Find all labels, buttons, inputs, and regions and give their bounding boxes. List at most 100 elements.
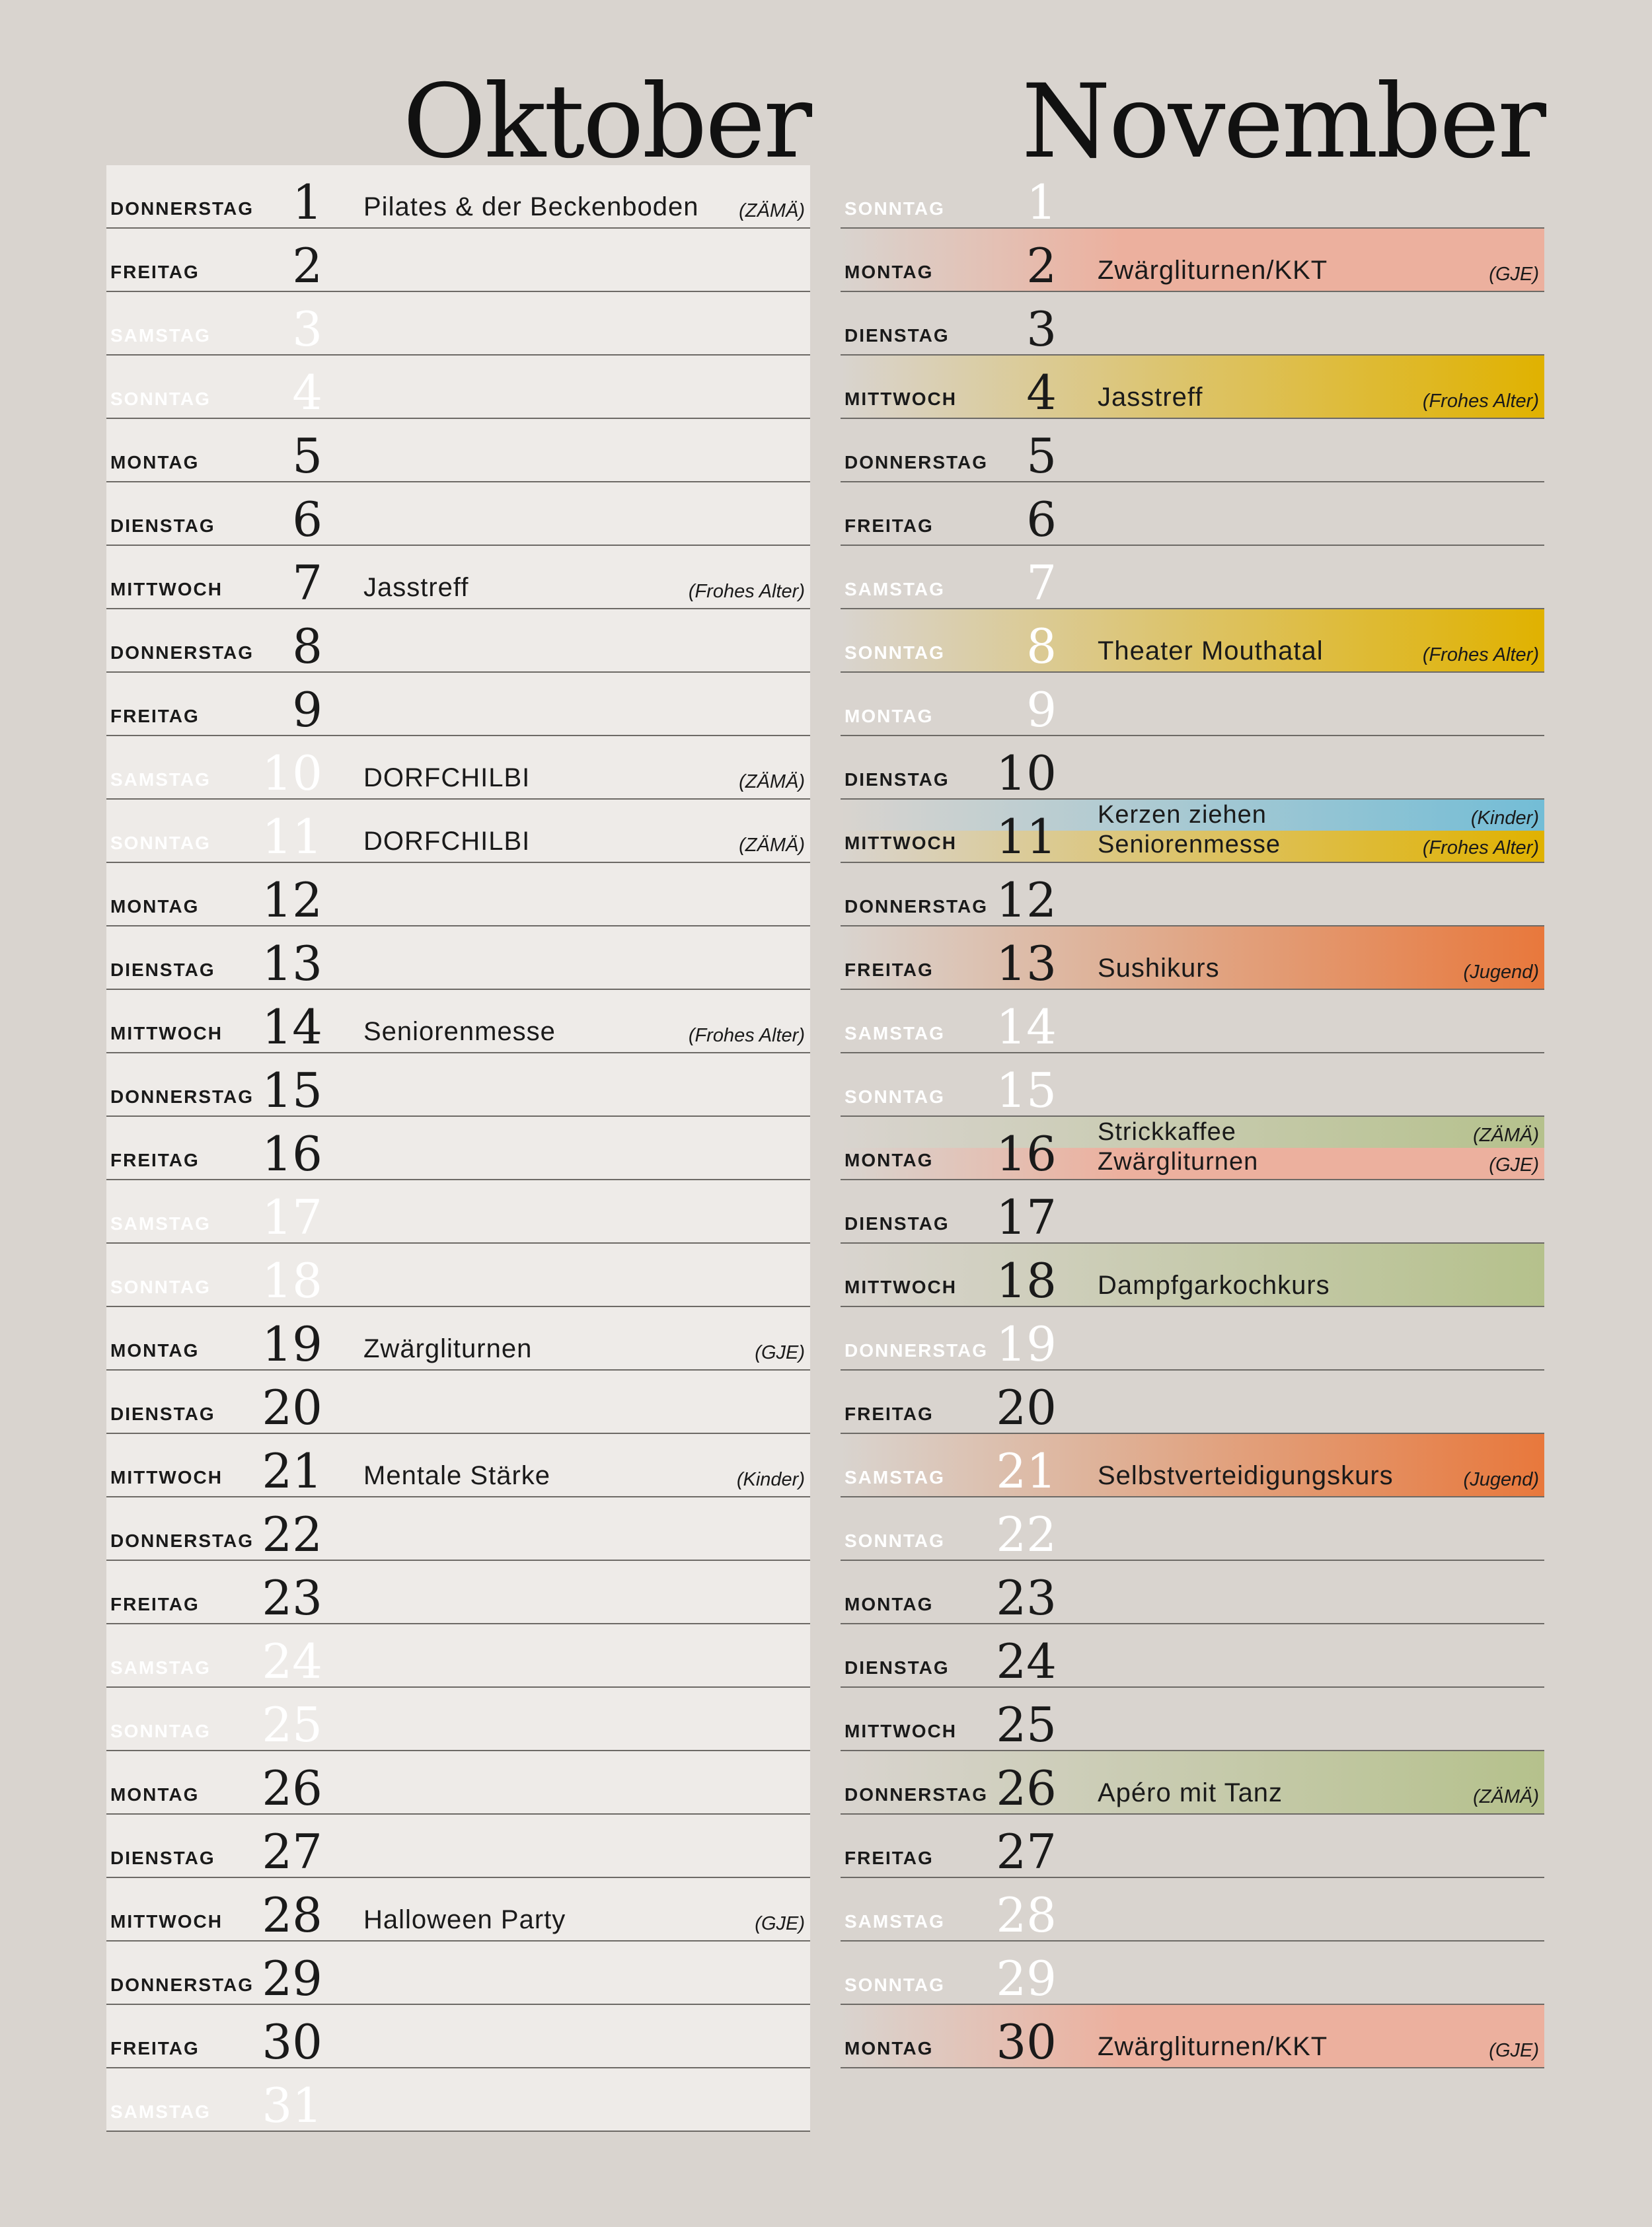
- day-row: SONNTAG 22: [841, 1497, 1544, 1561]
- event-entry[interactable]: Seniorenmesse (Frohes Alter): [363, 1017, 805, 1047]
- row-background: [841, 1878, 1544, 1940]
- event-entry[interactable]: Jasstreff (Frohes Alter): [1098, 383, 1539, 412]
- weekday-label: MONTAG: [110, 1340, 200, 1361]
- event-entry[interactable]: Mentale Stärke (Kinder): [363, 1461, 805, 1491]
- day-number: 6: [1026, 492, 1057, 547]
- weekday-label: DIENSTAG: [110, 1848, 215, 1868]
- event-title: Sushikurs: [1098, 954, 1220, 983]
- day-list: DONNERSTAG 1 Pilates & der Beckenboden (ZÄM…: [106, 165, 810, 2132]
- day-row: SONNTAG 4: [106, 356, 810, 419]
- weekday-label: MONTAG: [110, 896, 200, 917]
- event-entry[interactable]: Zwärgliturnen (GJE): [363, 1334, 805, 1364]
- day-number: 8: [292, 619, 322, 674]
- event-group-tag: (GJE): [1489, 264, 1539, 285]
- day-row: FREITAG 30: [106, 2005, 810, 2068]
- event-group-tag: (Jugend): [1463, 1469, 1539, 1490]
- row-background: [841, 1561, 1544, 1623]
- day-number: 21: [996, 1443, 1057, 1499]
- day-row: MITTWOCH 18 Dampfgarkochkurs: [841, 1244, 1544, 1307]
- day-row: DONNERSTAG 29: [106, 1942, 810, 2005]
- day-number: 28: [996, 1887, 1057, 1943]
- day-row: SAMSTAG 28: [841, 1878, 1544, 1942]
- weekday-label: SONNTAG: [110, 1721, 211, 1741]
- day-number: 22: [996, 1507, 1057, 1562]
- row-background: [106, 419, 810, 481]
- day-row: MONTAG 30 Zwärgliturnen/KKT (GJE): [841, 2005, 1544, 2068]
- day-row: MONTAG 23: [841, 1561, 1544, 1624]
- day-number: 17: [996, 1189, 1057, 1245]
- day-row: MONTAG 12: [106, 863, 810, 926]
- event-entry[interactable]: Selbstverteidigungskurs (Jugend): [1098, 1461, 1539, 1491]
- day-row: SONNTAG 11 DORFCHILBI (ZÄMÄ): [106, 800, 810, 863]
- event-group-tag: (ZÄMÄ): [739, 771, 805, 792]
- day-number: 27: [996, 1824, 1057, 1879]
- weekday-label: MITTWOCH: [845, 833, 957, 853]
- row-background: [106, 482, 810, 545]
- row-background: [106, 1244, 810, 1306]
- event-entry[interactable]: Sushikurs (Jugend): [1098, 954, 1539, 983]
- event-highlight: [841, 1117, 1544, 1148]
- day-row: DONNERSTAG 26 Apéro mit Tanz (ZÄMÄ): [841, 1751, 1544, 1815]
- event-entry[interactable]: DORFCHILBI (ZÄMÄ): [363, 763, 805, 793]
- weekday-label: FREITAG: [110, 706, 200, 726]
- day-number: 12: [262, 872, 322, 928]
- event-title: Zwärgliturnen: [1098, 1148, 1259, 1176]
- row-background: [106, 2005, 810, 2067]
- event-entry[interactable]: Zwärgliturnen (GJE): [1098, 1148, 1539, 1176]
- day-row: MITTWOCH 4 Jasstreff (Frohes Alter): [841, 356, 1544, 419]
- day-row: DIENSTAG 6: [106, 482, 810, 546]
- event-entry[interactable]: DORFCHILBI (ZÄMÄ): [363, 827, 805, 856]
- weekday-label: FREITAG: [845, 515, 934, 536]
- weekday-label: MITTWOCH: [110, 1911, 223, 1932]
- event-highlight: [841, 2005, 1544, 2067]
- event-highlight: [106, 736, 810, 798]
- day-row: SAMSTAG 24: [106, 1624, 810, 1688]
- day-number: 18: [996, 1253, 1057, 1308]
- day-row: DONNERSTAG 8: [106, 609, 810, 673]
- day-row: DIENSTAG 20: [106, 1371, 810, 1434]
- event-entry[interactable]: Apéro mit Tanz (ZÄMÄ): [1098, 1778, 1539, 1808]
- row-background: [106, 1053, 810, 1115]
- row-background: [106, 673, 810, 735]
- day-number: 4: [1026, 365, 1057, 420]
- day-row: SAMSTAG 10 DORFCHILBI (ZÄMÄ): [106, 736, 810, 800]
- event-entry[interactable]: Halloween Party (GJE): [363, 1905, 805, 1935]
- day-row: SONNTAG 18: [106, 1244, 810, 1307]
- day-row: MITTWOCH 28 Halloween Party (GJE): [106, 1878, 810, 1942]
- event-entry[interactable]: Zwärgliturnen/KKT (GJE): [1098, 2032, 1539, 2062]
- weekday-label: MITTWOCH: [110, 1467, 223, 1488]
- row-background: [841, 1497, 1544, 1560]
- row-background: [106, 926, 810, 989]
- event-entry[interactable]: Jasstreff (Frohes Alter): [363, 573, 805, 603]
- event-entry[interactable]: Strickkaffee (ZÄMÄ): [1098, 1118, 1539, 1147]
- row-background: [106, 1180, 810, 1242]
- weekday-label: MONTAG: [110, 452, 200, 472]
- weekday-label: SONNTAG: [845, 1530, 945, 1551]
- day-number: 19: [996, 1316, 1057, 1372]
- weekday-label: MITTWOCH: [845, 1721, 957, 1741]
- weekday-label: SAMSTAG: [110, 325, 211, 346]
- row-background: [106, 863, 810, 925]
- event-entry[interactable]: Kerzen ziehen (Kinder): [1098, 801, 1539, 829]
- event-entry[interactable]: Pilates & der Beckenboden (ZÄMÄ): [363, 192, 805, 222]
- weekday-label: DIENSTAG: [845, 1657, 950, 1678]
- day-number: 6: [292, 492, 322, 547]
- day-number: 20: [262, 1380, 322, 1435]
- day-number: 22: [262, 1507, 322, 1562]
- event-entry[interactable]: Theater Mouthatal (Frohes Alter): [1098, 636, 1539, 666]
- day-number: 24: [996, 1634, 1057, 1689]
- month-title: November: [1022, 63, 1546, 181]
- day-row: SONNTAG 15: [841, 1053, 1544, 1117]
- event-group-tag: (ZÄMÄ): [1473, 1786, 1539, 1807]
- event-entry[interactable]: Zwärgliturnen/KKT (GJE): [1098, 256, 1539, 285]
- weekday-label: MITTWOCH: [845, 389, 957, 409]
- weekday-label: DIENSTAG: [110, 960, 215, 980]
- day-number: 23: [262, 1570, 322, 1626]
- event-highlight: [106, 1878, 810, 1940]
- day-number: 5: [292, 428, 322, 484]
- day-row: SONNTAG 8 Theater Mouthatal (Frohes Alter): [841, 609, 1544, 673]
- event-entry[interactable]: Dampfgarkochkurs: [1098, 1271, 1539, 1301]
- event-title: Jasstreff: [363, 573, 469, 602]
- event-entry[interactable]: Seniorenmesse (Frohes Alter): [1098, 831, 1539, 859]
- weekday-label: MONTAG: [845, 706, 934, 726]
